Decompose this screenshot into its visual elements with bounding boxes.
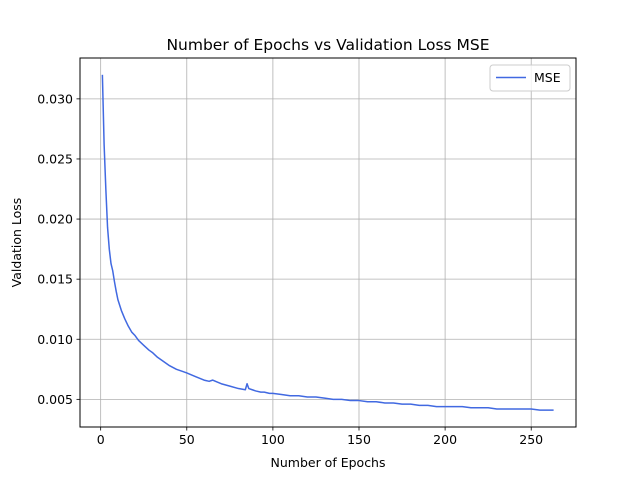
series-layer — [101, 74, 554, 411]
x-tick-label: 100 — [261, 432, 285, 447]
y-axis-label: Valdation Loss — [9, 198, 24, 288]
y-tick-label: 0.010 — [37, 332, 73, 347]
x-tick-label: 250 — [519, 432, 543, 447]
y-tick-label: 0.015 — [37, 272, 73, 287]
legend-box — [489, 64, 571, 92]
plot-frame — [79, 57, 577, 428]
series-line-mse — [101, 74, 554, 411]
y-tick-label: 0.025 — [37, 151, 73, 166]
x-axis-label: Number of Epochs — [271, 455, 386, 470]
y-tick-label: 0.030 — [37, 91, 73, 106]
x-tick-label: 0 — [97, 432, 105, 447]
x-tick-label: 200 — [433, 432, 457, 447]
legend-label-mse: MSE — [534, 70, 561, 85]
y-tick-label: 0.005 — [37, 392, 73, 407]
y-tick-label: 0.020 — [37, 212, 73, 227]
x-tick-label: 150 — [347, 432, 371, 447]
x-tick-label: 50 — [179, 432, 195, 447]
chart-title: Number of Epochs vs Validation Loss MSE — [166, 36, 489, 54]
legend: MSE — [489, 64, 571, 92]
grid — [80, 58, 576, 427]
ticks: 0 50 100 150 200 250 0.005 0.010 0.015 0.020 0.025… — [37, 91, 543, 447]
